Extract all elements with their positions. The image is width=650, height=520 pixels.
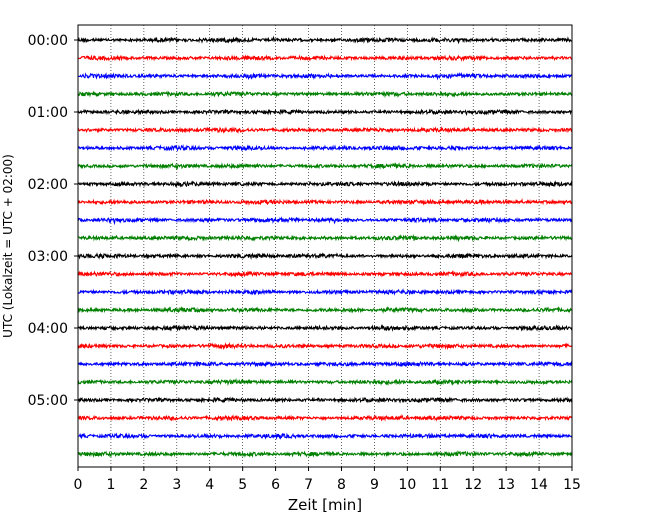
trace-18 — [77, 360, 573, 368]
y-tick-label-5: 05:00 — [28, 393, 68, 409]
x-tick-label-13: 13 — [497, 477, 515, 493]
x-axis-ticks: 0 1 2 3 4 5 6 7 8 9 10 11 12 13 14 15 — [74, 467, 581, 493]
y-tick-label-3: 03:00 — [28, 249, 68, 265]
x-tick-label-6: 6 — [271, 477, 280, 493]
trace-5 — [77, 126, 573, 134]
x-tick-label-4: 4 — [205, 477, 214, 493]
trace-20 — [77, 396, 573, 404]
x-tick-label-1: 1 — [106, 477, 115, 493]
x-tick-label-15: 15 — [563, 477, 581, 493]
trace-0 — [77, 35, 573, 45]
trace-21 — [77, 413, 573, 422]
seismic-traces — [77, 35, 573, 458]
trace-14 — [77, 288, 573, 296]
x-tick-label-10: 10 — [398, 477, 416, 493]
trace-9 — [77, 198, 573, 206]
trace-23 — [77, 450, 573, 458]
trace-22 — [77, 432, 573, 440]
x-tick-label-2: 2 — [139, 477, 148, 493]
trace-10 — [77, 216, 573, 226]
trace-2 — [77, 72, 573, 81]
trace-1 — [77, 54, 573, 62]
trace-6 — [77, 143, 573, 152]
trace-11 — [77, 234, 573, 243]
trace-19 — [77, 377, 573, 386]
trace-12 — [77, 252, 573, 261]
trace-7 — [77, 162, 573, 170]
plot-frame — [77, 24, 573, 468]
x-tick-label-11: 11 — [431, 477, 449, 493]
trace-16 — [77, 323, 573, 332]
trace-15 — [77, 306, 573, 314]
y-axis-ticks: 00:00 01:00 02:00 03:00 04:00 05:00 — [28, 33, 78, 409]
trace-17 — [77, 341, 573, 351]
trace-4 — [77, 108, 573, 116]
x-tick-label-3: 3 — [172, 477, 181, 493]
trace-13 — [77, 270, 573, 279]
y-tick-label-1: 01:00 — [28, 105, 68, 121]
x-axis-label: Zeit [min] — [288, 496, 362, 514]
y-tick-label-4: 04:00 — [28, 321, 68, 337]
x-tick-label-8: 8 — [337, 477, 346, 493]
x-tick-label-9: 9 — [370, 477, 379, 493]
y-tick-label-2: 02:00 — [28, 177, 68, 193]
x-tick-label-7: 7 — [304, 477, 313, 493]
trace-3 — [77, 90, 573, 99]
x-tick-label-12: 12 — [464, 477, 482, 493]
x-tick-label-0: 0 — [74, 477, 83, 493]
trace-8 — [77, 180, 573, 188]
x-tick-label-5: 5 — [238, 477, 247, 493]
y-axis-label: UTC (Lokalzeit = UTC + 02:00) — [1, 154, 15, 338]
x-tick-label-14: 14 — [530, 477, 548, 493]
y-tick-label-0: 00:00 — [28, 33, 68, 49]
